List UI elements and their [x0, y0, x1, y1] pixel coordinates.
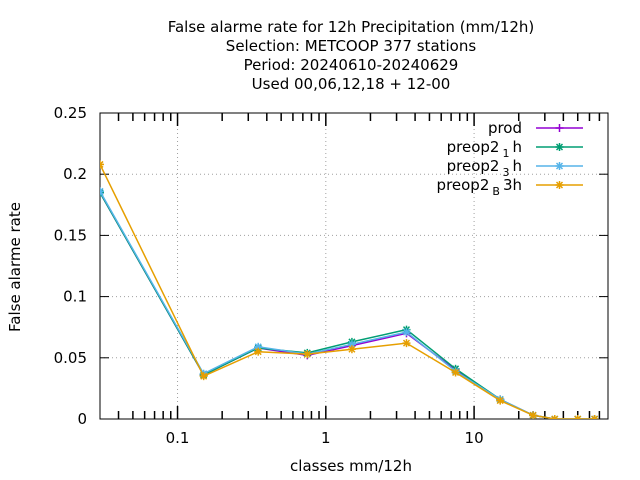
- data-point: [590, 415, 599, 419]
- y-axis-label: False alarme rate: [6, 202, 24, 332]
- series-group: [100, 160, 599, 419]
- series-3: [100, 187, 599, 419]
- title-line-3: Period: 20240610-20240629: [244, 56, 459, 74]
- legend-entry-2: preop2 1 h: [447, 138, 583, 160]
- series-line: [100, 192, 595, 419]
- y-tick-label: 0.1: [63, 288, 87, 306]
- title-line-2: Selection: METCOOP 377 stations: [226, 37, 477, 55]
- series-line: [100, 164, 595, 419]
- data-point: [555, 124, 564, 132]
- title-line-1: False alarme rate for 12h Precipitation …: [168, 18, 535, 36]
- data-point: [100, 160, 104, 169]
- y-tick-label: 0.05: [54, 349, 87, 367]
- data-point: [100, 187, 104, 196]
- data-point: [555, 143, 564, 151]
- series-2: [100, 188, 599, 419]
- chart-title: False alarme rate for 12h Precipitation …: [168, 18, 535, 93]
- grid: [100, 113, 608, 419]
- y-tick-label: 0.15: [54, 226, 87, 244]
- data-point: [496, 396, 505, 405]
- x-tick-label: 1: [321, 429, 331, 447]
- legend-entry-4: preop2 B 3h: [437, 176, 583, 198]
- series-4: [100, 160, 599, 419]
- data-point: [402, 328, 411, 337]
- data-point: [199, 372, 208, 381]
- data-point: [451, 368, 460, 377]
- data-point: [555, 181, 564, 189]
- y-tick-label: 0: [77, 410, 87, 428]
- data-point: [573, 415, 582, 419]
- legend-label: preop2 1 h: [447, 138, 522, 160]
- legend-label: preop2 3 h: [447, 157, 522, 179]
- legend-entry-1: prod: [488, 119, 583, 137]
- y-tick-label: 0.2: [63, 165, 87, 183]
- x-tick-label: 0.1: [166, 429, 190, 447]
- y-tick-label: 0.25: [54, 104, 87, 122]
- legend-label: preop2 B 3h: [437, 176, 522, 198]
- legend-label: prod: [488, 119, 522, 137]
- x-tick-label: 10: [465, 429, 484, 447]
- data-point: [555, 162, 564, 170]
- data-point: [529, 411, 538, 419]
- title-line-4: Used 00,06,12,18 + 12-00: [252, 75, 451, 93]
- axes: 0 0.05 0.1 0.15 0.2 0.25 0.1 1 10: [54, 104, 609, 447]
- data-point: [402, 339, 411, 348]
- data-point: [303, 350, 312, 359]
- data-point: [347, 345, 356, 354]
- data-point: [550, 415, 559, 419]
- series-line: [100, 192, 595, 419]
- legend-entry-3: preop2 3 h: [447, 157, 583, 179]
- series-1: [100, 188, 599, 419]
- series-line: [100, 190, 595, 419]
- x-axis-label: classes mm/12h: [290, 457, 412, 475]
- data-point: [254, 347, 263, 356]
- plot-frame: [99, 112, 609, 420]
